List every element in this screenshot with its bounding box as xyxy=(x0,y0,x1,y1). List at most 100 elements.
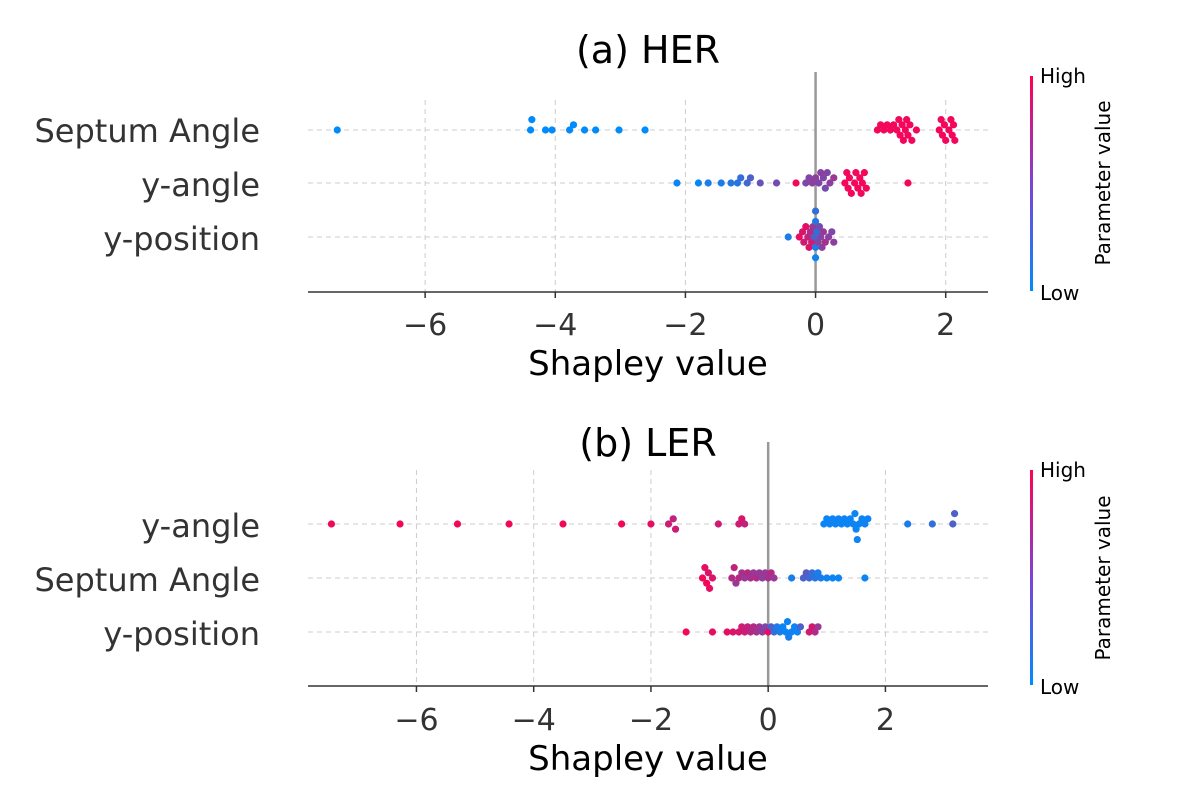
shap-point xyxy=(823,574,831,582)
shap-point xyxy=(708,574,717,582)
x-tick-label: 0 xyxy=(759,703,778,738)
x-tick-label: 2 xyxy=(876,703,895,738)
x-tick-label: 2 xyxy=(936,308,955,343)
shap-point xyxy=(935,126,943,134)
shap-point xyxy=(746,174,755,182)
shap-point xyxy=(942,136,950,144)
shap-point xyxy=(333,126,341,134)
shap-point xyxy=(714,520,722,528)
shap-point xyxy=(823,169,831,177)
shap-point xyxy=(938,131,947,139)
shap-point xyxy=(829,574,837,582)
shap-point xyxy=(559,520,567,528)
shap-point xyxy=(857,189,865,197)
x-tick-label: 0 xyxy=(806,308,825,343)
shap-point xyxy=(808,179,816,187)
shap-point xyxy=(733,179,742,187)
shap-point xyxy=(783,618,792,626)
shap-point xyxy=(903,116,911,124)
colorbar-low-label: Low xyxy=(1040,281,1079,305)
x-axis-label: Shapley value xyxy=(528,344,768,384)
shap-point xyxy=(945,126,953,134)
shap-point xyxy=(528,116,536,124)
shap-point xyxy=(883,121,891,129)
shap-point xyxy=(928,520,936,528)
shap-point xyxy=(788,574,796,582)
shap-point xyxy=(798,228,807,236)
shap-point xyxy=(893,126,901,134)
shap-point xyxy=(896,131,904,139)
shap-point xyxy=(937,116,945,124)
shap-point xyxy=(951,136,959,144)
shap-point xyxy=(886,126,894,134)
shap-point xyxy=(858,179,867,187)
colorbar xyxy=(1030,76,1033,291)
shap-point xyxy=(723,628,731,636)
shap-point xyxy=(641,126,649,134)
shap-point xyxy=(800,238,808,246)
shap-point xyxy=(792,179,800,187)
shap-point xyxy=(618,520,626,528)
chart-title: (b) LER xyxy=(579,421,716,465)
shap-point xyxy=(704,569,712,577)
shap-point xyxy=(828,228,836,236)
shap-point xyxy=(895,116,903,124)
shap-point xyxy=(854,184,862,192)
shap-point xyxy=(580,126,589,134)
shap-point xyxy=(705,584,714,592)
shap-point xyxy=(819,228,827,236)
shap-point xyxy=(708,628,717,636)
shap-point xyxy=(669,515,677,523)
x-tick-label: −6 xyxy=(403,308,447,343)
colorbar-label: Parameter value xyxy=(1091,495,1115,660)
shap-point xyxy=(728,574,736,582)
shap-point xyxy=(730,564,738,572)
shap-point xyxy=(592,126,600,134)
shap-point xyxy=(795,233,803,241)
shap-point xyxy=(811,207,820,215)
shap-point xyxy=(821,184,829,192)
shap-point xyxy=(814,623,822,631)
panel-ler: (b) LER −6 −4 −2 0 2 y-angle Septum Angle y-… xyxy=(34,421,1115,779)
shap-point xyxy=(826,179,834,187)
shap-point xyxy=(743,179,751,187)
shap-point xyxy=(737,174,745,182)
shap-point xyxy=(671,525,680,533)
shap-point xyxy=(647,520,655,528)
feature-label: y-position xyxy=(103,615,260,653)
shap-point xyxy=(694,179,703,187)
shap-point xyxy=(811,217,820,226)
shap-point xyxy=(851,510,859,518)
shap-point xyxy=(802,223,810,231)
shap-point xyxy=(861,574,869,582)
shap-point xyxy=(701,564,709,572)
shap-point xyxy=(805,174,813,182)
shap-point xyxy=(741,520,749,528)
shap-point xyxy=(890,121,898,129)
shap-point xyxy=(541,126,550,134)
shap-point xyxy=(950,510,959,518)
shap-point xyxy=(770,574,778,582)
shap-point xyxy=(898,121,906,129)
colorbar-label: Parameter value xyxy=(1091,100,1115,265)
shap-point xyxy=(682,628,690,636)
shap-point xyxy=(569,121,578,129)
shap-point xyxy=(526,126,535,134)
panel-her: (a) HER −6 −4 −2 0 2 Septum Angle y-angle y-… xyxy=(34,28,1115,384)
shap-point xyxy=(698,574,707,582)
shap-point xyxy=(811,174,820,182)
feature-label: Septum Angle xyxy=(34,561,260,599)
x-tick-label: −4 xyxy=(512,703,556,738)
shap-point xyxy=(847,189,855,197)
x-tick-label: −6 xyxy=(394,703,438,738)
shap-point xyxy=(940,121,949,129)
shap-point xyxy=(717,179,725,187)
shap-point xyxy=(899,136,908,144)
shap-point xyxy=(565,126,574,134)
shap-point xyxy=(841,179,849,187)
shap-point xyxy=(548,126,556,134)
shap-point xyxy=(860,169,868,177)
shap-point xyxy=(852,169,860,177)
feature-label: Septum Angle xyxy=(34,112,260,150)
